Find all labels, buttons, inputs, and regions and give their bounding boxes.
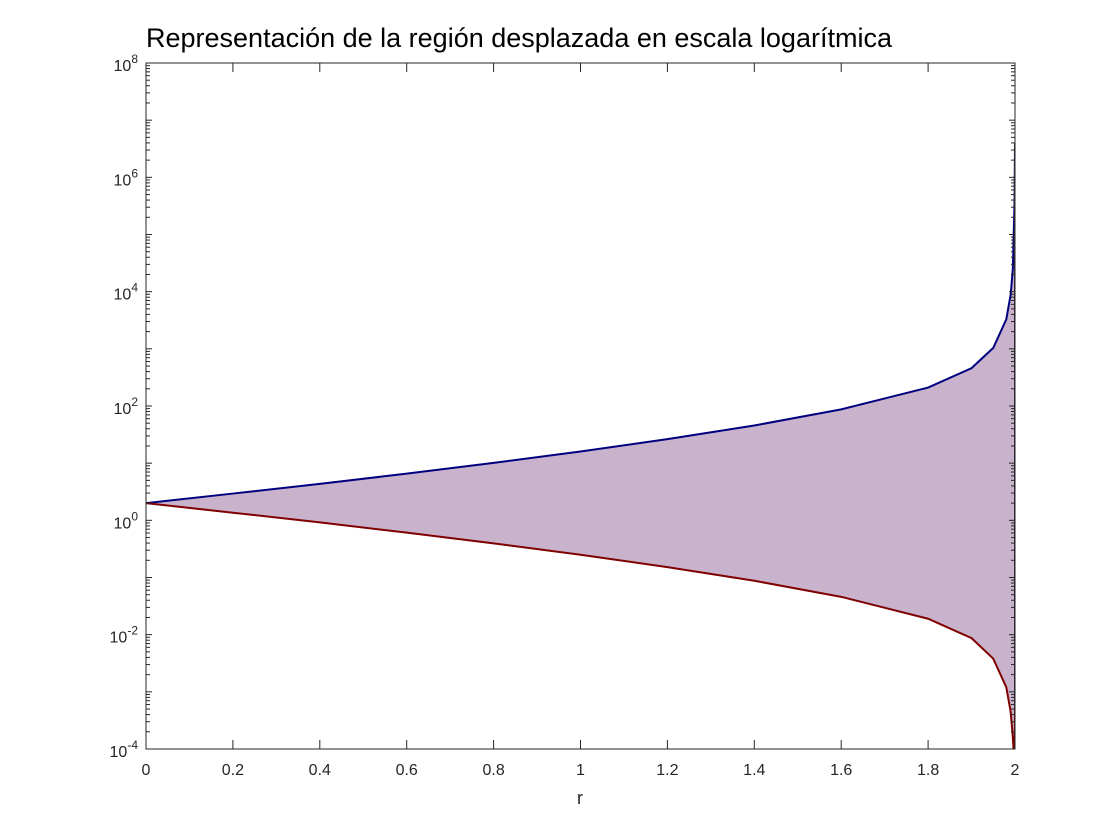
- x-tick-label: 1.8: [917, 762, 939, 779]
- chart-title: Representación de la región desplazada e…: [146, 23, 893, 53]
- line-layer: [146, 142, 1015, 749]
- y-axis-ticks: 10-4 10-2 100 102 104 106 108: [110, 52, 1015, 761]
- lower-boundary-line: [146, 502, 1015, 749]
- y-tick-label: 102: [114, 395, 139, 418]
- x-axis-label: r: [577, 788, 583, 808]
- x-tick-label: 1.4: [743, 762, 765, 779]
- x-tick-label: 1: [576, 762, 585, 779]
- x-tick-label: 2: [1011, 762, 1020, 779]
- upper-boundary-line: [146, 142, 1015, 505]
- region-fill: [146, 142, 1015, 749]
- x-tick-label: 0.2: [222, 762, 244, 779]
- y-tick-label: 106: [114, 166, 139, 189]
- y-tick-label: 100: [114, 509, 139, 532]
- x-tick-label: 0.4: [309, 762, 331, 779]
- x-axis-ticks: 0 0.2 0.4 0.6 0.8 1 1.2 1.4 1.6 1.8 2: [142, 63, 1020, 779]
- x-tick-label: 0: [142, 762, 151, 779]
- x-tick-label: 1.2: [656, 762, 678, 779]
- x-tick-label: 1.6: [830, 762, 852, 779]
- y-tick-label: 10-2: [110, 624, 139, 647]
- y-tick-label: 10-4: [110, 738, 139, 761]
- x-tick-label: 0.6: [396, 762, 418, 779]
- x-tick-label: 0.8: [482, 762, 504, 779]
- y-tick-label: 108: [114, 52, 139, 75]
- y-tick-label: 104: [114, 281, 139, 304]
- fill-layer: [146, 142, 1015, 749]
